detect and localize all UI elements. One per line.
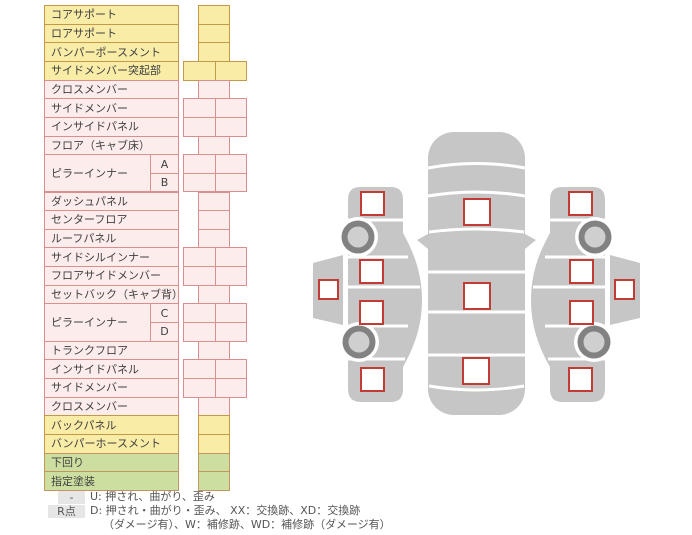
part-label: インサイドパネル (44, 116, 179, 137)
damage-entry-cell[interactable] (215, 60, 247, 81)
checkbox-left-front-door[interactable] (359, 259, 384, 284)
legend-line-u: U: 押され、曲がり、歪み (90, 490, 215, 503)
part-label: クロスメンバー (44, 79, 179, 100)
pillar-sub-label: C (150, 303, 179, 324)
part-label: バックパネル (44, 415, 179, 435)
legend-line-d: D: 押され・曲がり・歪み、 XX：交換跡、XD：交換跡 (90, 504, 361, 517)
car-top-panel-lines (427, 162, 526, 392)
car-top-view (417, 132, 536, 415)
checkbox-right-rocker[interactable] (614, 279, 635, 300)
checkbox-top-trunk[interactable] (462, 357, 490, 385)
part-label: サイドシルインナー (44, 247, 179, 268)
checkbox-right-front-door[interactable] (569, 259, 594, 284)
legend-line-continued: （ダメージ有）、W：補修跡、WD：補修跡（ダメージ有） (103, 518, 391, 531)
part-label: ピラーインナー (44, 303, 151, 342)
damage-entry-cell[interactable] (215, 172, 247, 193)
part-label: フロアサイドメンバー (44, 266, 179, 286)
damage-entry-cell[interactable] (198, 471, 230, 491)
right-mirror-icon (525, 234, 536, 249)
part-label: バンパーホースメント (44, 433, 179, 454)
left-mirror-icon (417, 234, 428, 249)
part-label: フロア（キャブ床） (44, 135, 179, 156)
checkbox-right-rear-door[interactable] (569, 300, 594, 325)
pillar-sub-label: A (150, 154, 179, 174)
part-label: バンパーポースメント (44, 42, 179, 62)
damage-entry-cell[interactable] (215, 116, 247, 137)
checkbox-left-rocker[interactable] (318, 279, 339, 300)
checkbox-top-roof[interactable] (463, 282, 491, 310)
part-label: センターフロア (44, 210, 179, 230)
checkbox-left-rear-door[interactable] (359, 300, 384, 325)
legend-chip-rpoint: R点 (48, 505, 85, 518)
damage-entry-cell[interactable] (215, 322, 247, 342)
part-label: 指定塗装 (44, 471, 179, 491)
part-label: サイドメンバー突起部 (44, 60, 179, 81)
checkbox-left-front-fender[interactable] (360, 191, 385, 216)
legend-chip-dash: - (58, 491, 85, 504)
part-label: サイドメンバー (44, 98, 179, 118)
checkbox-right-front-fender[interactable] (568, 191, 593, 216)
part-label: クロスメンバー (44, 396, 179, 417)
checkbox-left-rear-quarter[interactable] (360, 367, 385, 392)
damage-entry-cell[interactable] (215, 266, 247, 286)
checkbox-top-cowl[interactable] (463, 198, 491, 226)
part-label: ピラーインナー (44, 154, 151, 193)
checkbox-right-rear-quarter[interactable] (568, 367, 593, 392)
damage-entry-cell[interactable] (215, 378, 247, 398)
